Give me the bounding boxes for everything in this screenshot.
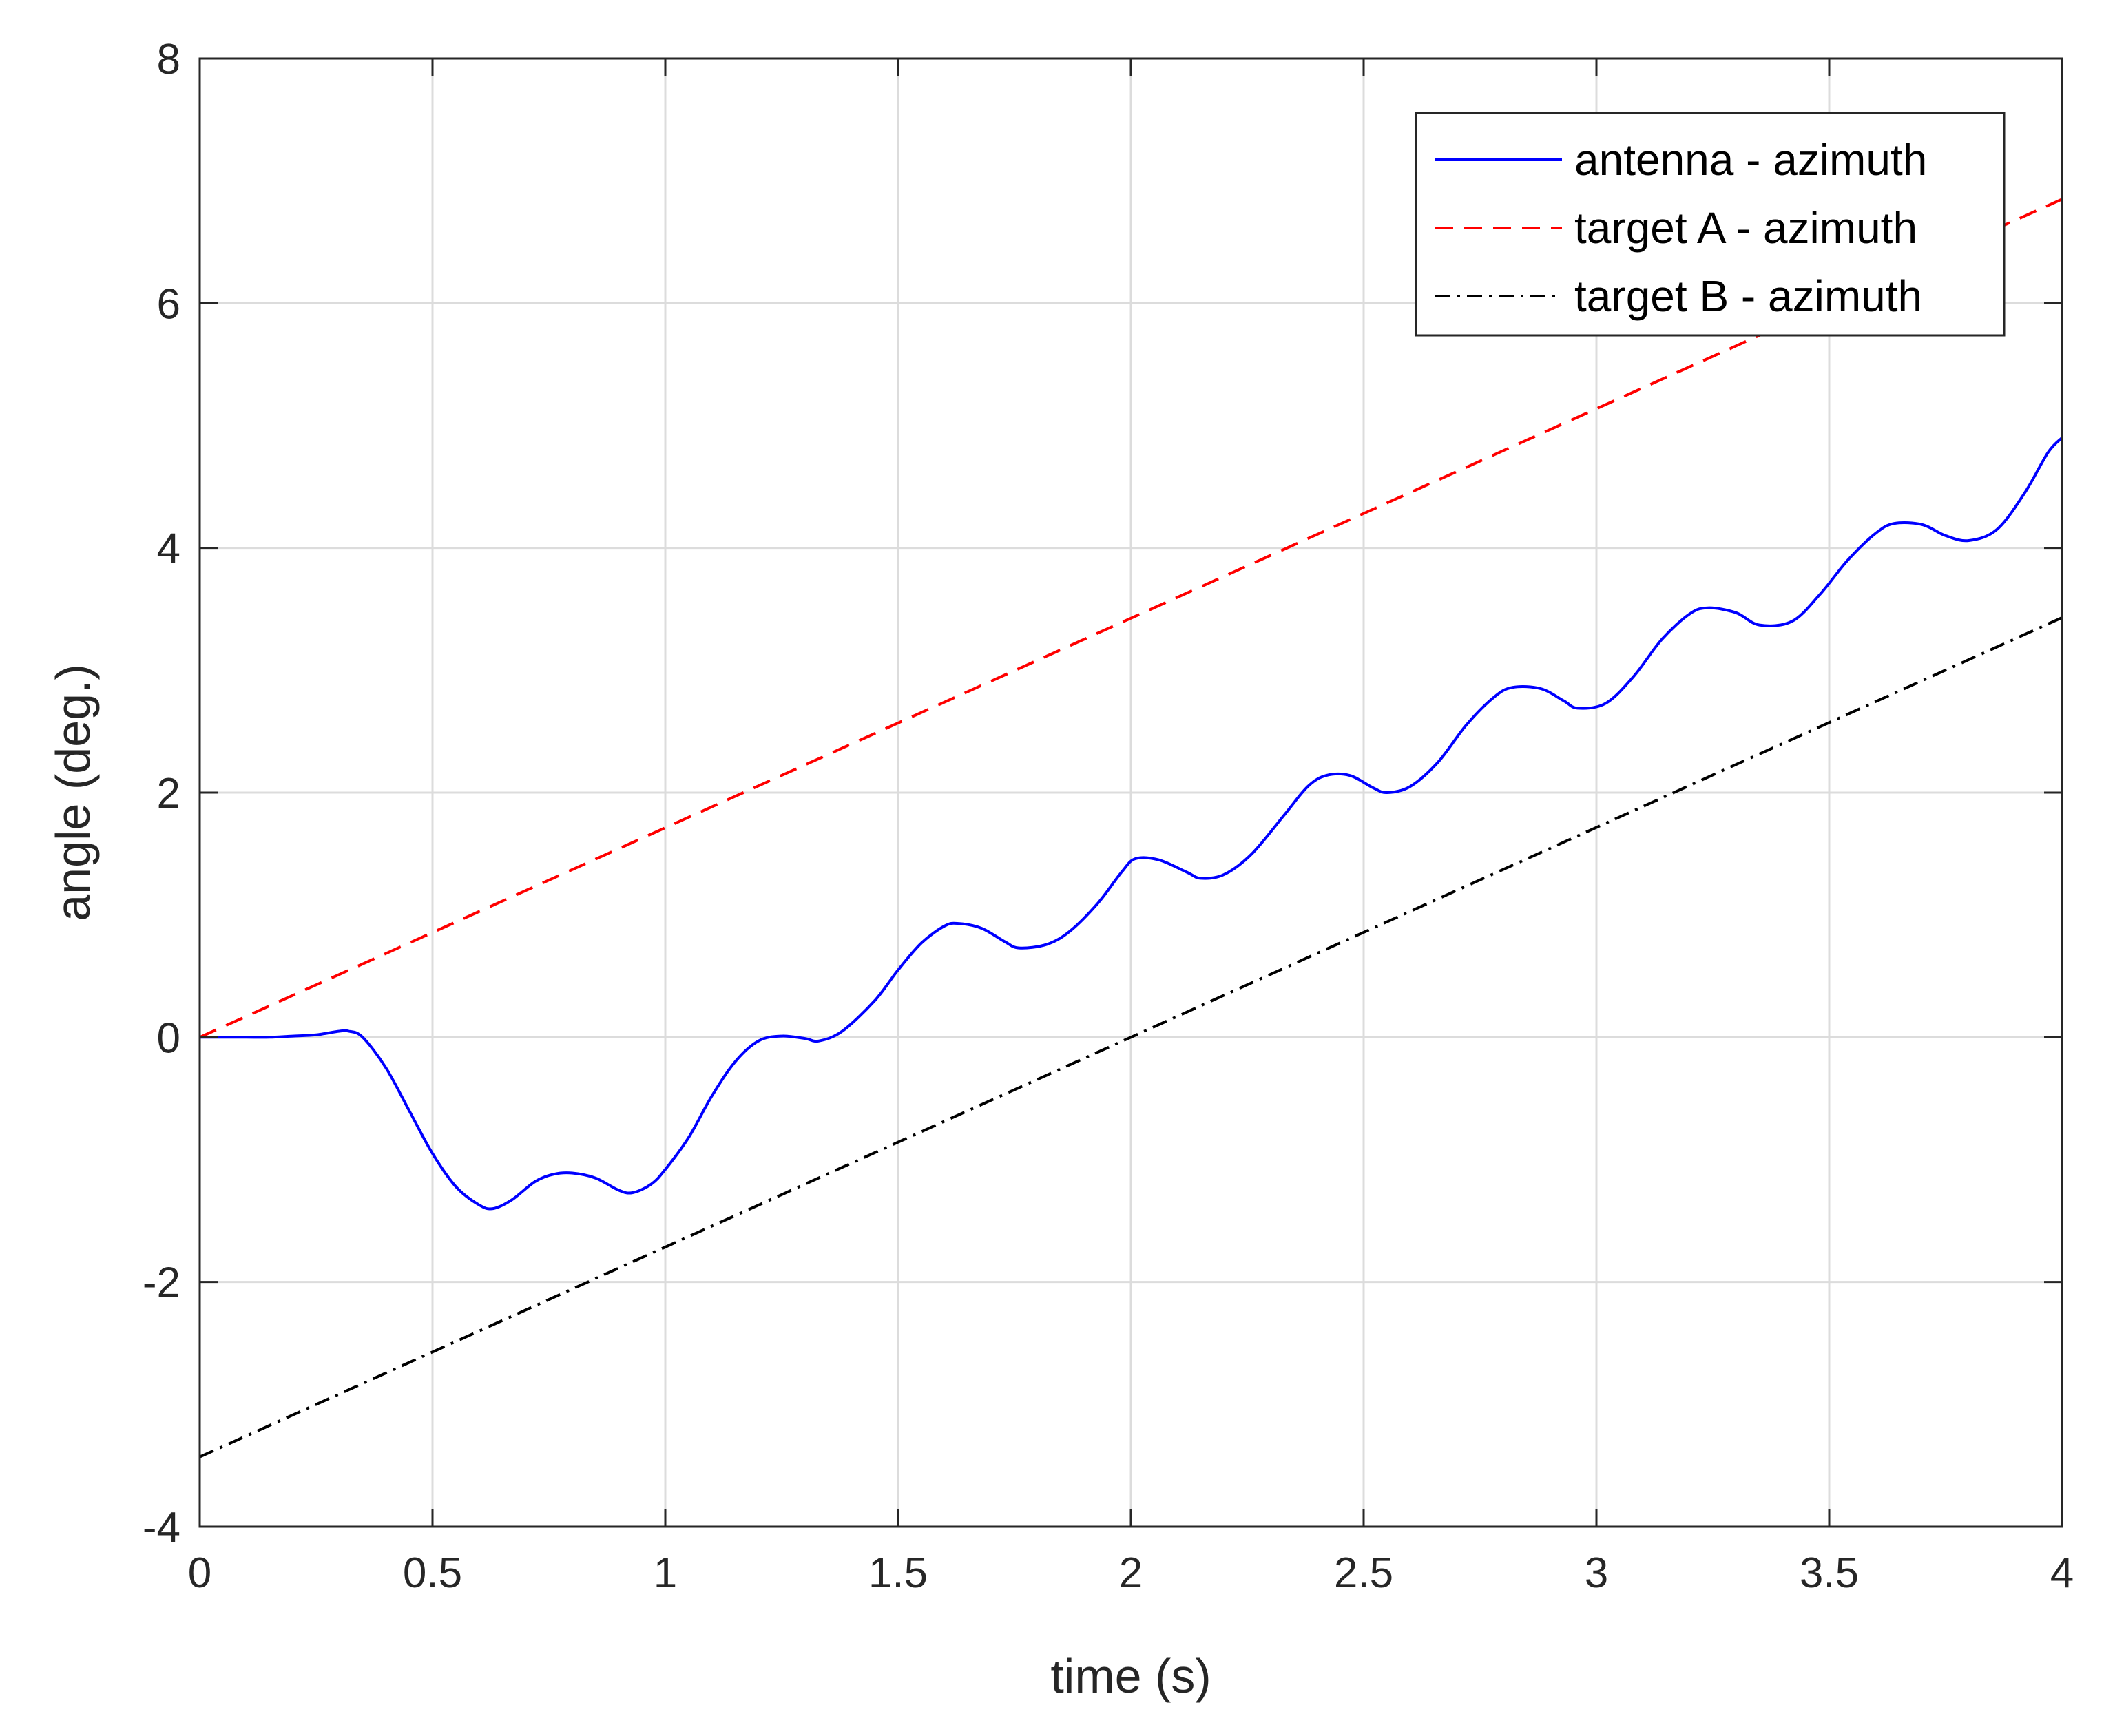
y-tick-label: 2 (157, 770, 180, 817)
x-tick-label: 1 (654, 1549, 677, 1597)
x-tick-label: 4 (2050, 1549, 2074, 1597)
x-tick-label: 2.5 (1334, 1549, 1393, 1597)
x-tick-label: 3.5 (1800, 1549, 1859, 1597)
series-layer (199, 198, 2063, 1458)
legend-box (1415, 112, 2006, 337)
x-axis-label: time (s) (1050, 1649, 1211, 1703)
x-tick-label: 2 (1119, 1549, 1143, 1597)
legend-label-antenna: antenna - azimuth (1574, 135, 1927, 185)
y-tick-label: -4 (143, 1504, 180, 1551)
target-b-azimuth-line (199, 616, 2063, 1458)
y-tick-label: 0 (157, 1014, 180, 1062)
y-tick-label: 4 (157, 525, 180, 573)
x-tick-label: 3 (1585, 1549, 1608, 1597)
y-tick-label: -2 (143, 1259, 180, 1307)
x-tick-label: 0 (188, 1549, 211, 1597)
x-tick-label: 0.5 (403, 1549, 462, 1597)
ticks (198, 57, 2063, 1528)
y-axis-label: angle (deg.) (46, 664, 100, 921)
x-tick-label: 1.5 (868, 1549, 928, 1597)
y-tick-label: 6 (157, 280, 180, 328)
antenna-azimuth-line (200, 437, 2063, 1211)
legend-label-target-b: target B - azimuth (1574, 271, 1922, 321)
target-a-azimuth-line (199, 198, 2063, 1039)
y-tick-label: 8 (157, 36, 180, 83)
tick-labels: 0 0.5 1 1.5 2 2.5 3 3.5 4 -4 -2 0 2 4 6 8 (143, 36, 2074, 1597)
legend: antenna - azimuth target A - azimuth tar… (1415, 112, 2006, 337)
legend-label-target-a: target A - azimuth (1574, 203, 1917, 253)
